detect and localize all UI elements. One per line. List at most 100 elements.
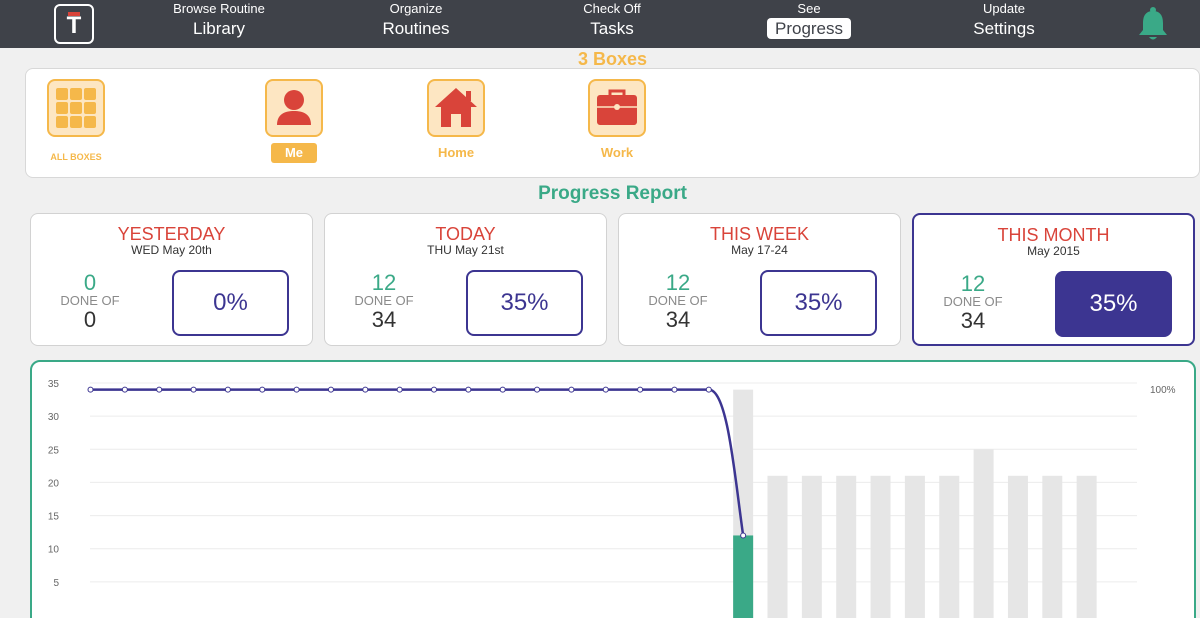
box-work-label: Work (600, 145, 634, 160)
done-bar (733, 535, 754, 618)
box-home[interactable]: Home (406, 79, 506, 163)
card-title: THIS MONTH (997, 225, 1110, 245)
line-point (190, 386, 197, 393)
card-date: May 2015 (1027, 244, 1080, 258)
box-me[interactable]: Me (244, 79, 344, 163)
box-all[interactable]: ALL BOXES (26, 79, 126, 167)
card-date: THU May 21st (427, 243, 504, 257)
y-tick-label: 15 (48, 512, 60, 523)
line-point (602, 386, 609, 393)
total-bar (1007, 475, 1028, 618)
logo-bar (68, 12, 80, 16)
top-nav: T Browse Routine Library Organize Routin… (0, 0, 1200, 48)
nav-settings-caption: Update (983, 1, 1025, 16)
done-count: 12 (371, 270, 397, 295)
y-tick-label: 10 (48, 545, 60, 556)
done-of-label: DONE OF (943, 294, 1003, 309)
total-count: 0 (83, 307, 97, 332)
nav-routines[interactable]: Organize Routines (351, 0, 481, 48)
bell-icon[interactable] (1137, 6, 1169, 42)
line-point (740, 532, 747, 539)
total-bar (801, 475, 822, 618)
percent-box: 35% (466, 270, 583, 336)
app-logo[interactable]: T (54, 4, 94, 44)
line-point (705, 386, 712, 393)
done-count: 12 (960, 271, 986, 296)
box-work[interactable]: Work (567, 79, 667, 163)
line-point (499, 386, 506, 393)
nav-routines-label: Routines (382, 19, 450, 38)
chart-canvas: 35 30 25 20 15 10 5 100% (48, 379, 1176, 618)
line-point (637, 386, 644, 393)
line-point (431, 386, 437, 393)
percent-box: 35% (760, 270, 877, 336)
y-tick-label: 5 (53, 578, 59, 589)
line-point (396, 386, 403, 393)
series-line (90, 388, 745, 536)
nav-library-caption: Browse Routine (173, 1, 265, 16)
line-point (121, 386, 128, 393)
nav-library[interactable]: Browse Routine Library (154, 0, 284, 48)
person-icon (277, 90, 311, 125)
done-of-label: DONE OF (648, 293, 708, 308)
nav-settings-label: Settings (973, 19, 1035, 38)
nav-progress[interactable]: See Progress (744, 0, 874, 48)
y-right-label: 100% (1150, 385, 1176, 396)
total-bar (1076, 475, 1097, 618)
y-tick-label: 35 (48, 379, 60, 390)
box-home-tile (427, 79, 485, 137)
box-all-tile (47, 79, 105, 137)
box-work-tile (588, 79, 646, 137)
card-yesterday[interactable]: YESTERDAY WED May 20th 0 DONE OF 0 0% (30, 213, 313, 346)
progress-chart: 35 30 25 20 15 10 5 100% (30, 360, 1196, 618)
house-icon (435, 88, 477, 127)
nav-tasks[interactable]: Check Off Tasks (547, 0, 677, 48)
total-count: 34 (960, 308, 986, 333)
card-title: TODAY (435, 224, 496, 244)
total-bar (904, 475, 925, 618)
briefcase-icon (597, 89, 637, 125)
total-count: 34 (371, 307, 397, 332)
boxes-panel: ALL BOXES Me Home Work (25, 68, 1200, 178)
box-me-label: Me (270, 143, 318, 163)
y-tick-label: 20 (48, 478, 60, 489)
total-bar (1042, 475, 1063, 618)
grid-icon (56, 88, 96, 128)
line-point (224, 386, 231, 393)
nav-progress-label: Progress (766, 18, 852, 39)
done-of-label: DONE OF (354, 293, 414, 308)
done-count: 12 (665, 270, 691, 295)
total-bar (836, 475, 857, 618)
logo-letter: T (66, 12, 82, 39)
card-this-month[interactable]: THIS MONTH May 2015 12 DONE OF 34 35% (912, 213, 1195, 346)
line-point (293, 386, 300, 393)
line-point (465, 386, 472, 393)
card-date: May 17-24 (731, 243, 788, 257)
nav-tasks-label: Tasks (590, 19, 634, 38)
box-home-label: Home (437, 145, 475, 160)
card-title: THIS WEEK (709, 224, 809, 244)
box-me-tile (265, 79, 323, 137)
progress-report-title: Progress Report (538, 183, 687, 204)
nav-routines-caption: Organize (389, 1, 443, 16)
line-point (156, 386, 163, 393)
nav-progress-caption: See (797, 1, 821, 16)
total-bar (767, 475, 788, 618)
total-bar (973, 449, 994, 618)
card-date: WED May 20th (131, 243, 212, 257)
line-point (362, 386, 369, 393)
nav-tasks-caption: Check Off (583, 1, 641, 16)
nav-settings[interactable]: Update Settings (939, 0, 1069, 48)
done-of-label: DONE OF (60, 293, 120, 308)
line-point (568, 386, 575, 393)
nav-library-label: Library (193, 19, 245, 38)
line-point (259, 386, 266, 393)
card-this-week[interactable]: THIS WEEK May 17-24 12 DONE OF 34 35% (618, 213, 901, 346)
line-point (327, 386, 334, 393)
total-count: 34 (665, 307, 691, 332)
line-point (87, 386, 94, 393)
card-today[interactable]: TODAY THU May 21st 12 DONE OF 34 35% (324, 213, 607, 346)
box-all-label: ALL BOXES (50, 152, 102, 162)
total-bar (939, 475, 960, 618)
card-title: YESTERDAY (117, 224, 226, 244)
